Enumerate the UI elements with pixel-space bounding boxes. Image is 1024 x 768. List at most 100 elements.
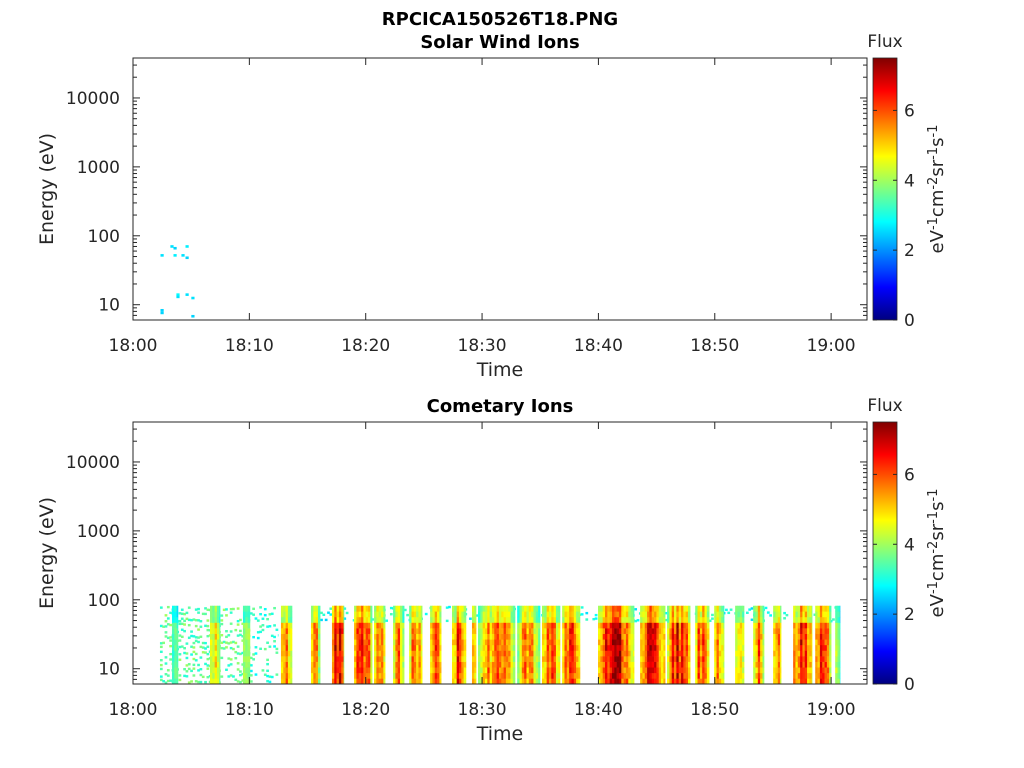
spectrogram-cell [737, 650, 741, 657]
spectrogram-cell [491, 656, 495, 662]
spectrogram-cell [454, 644, 457, 651]
spectrogram-cell [487, 628, 490, 634]
spectrogram-cell [702, 650, 705, 657]
spectrogram-cell [432, 605, 436, 612]
x-tick-label: 18:30 [458, 336, 507, 356]
spectrogram-cell [822, 678, 825, 684]
spectrogram-cell [219, 672, 221, 679]
spectrogram-cell [773, 661, 776, 668]
spectrogram-cell [411, 639, 415, 646]
spectrogram-cell [800, 667, 803, 674]
spectrogram-cell [739, 616, 743, 623]
spectrogram-cell [201, 612, 205, 616]
spectrogram-cell [503, 628, 507, 634]
spectrogram-cell [503, 639, 507, 646]
spectrogram-cell [510, 611, 514, 618]
spectrogram-cell [775, 605, 779, 612]
spectrogram-cell [644, 639, 648, 646]
spectrogram-cell [395, 628, 399, 634]
spectrogram-cell [220, 634, 224, 637]
spectrogram-cell [716, 633, 720, 640]
spectrogram-cell [835, 611, 838, 618]
spectrogram-cell [634, 608, 638, 611]
spectrogram-cell [630, 605, 634, 612]
spectrogram-cell [496, 628, 500, 634]
spectrogram-cell [702, 656, 705, 662]
spectrogram-cell [835, 644, 838, 651]
spectrogram-cell [716, 644, 720, 651]
spectrogram-cell [600, 667, 603, 674]
spectrogram-cell [252, 635, 255, 639]
spectrogram-cell [780, 639, 782, 646]
spectrogram-cell [802, 656, 806, 662]
spectrogram-cell [381, 678, 384, 684]
spectrogram-cell [699, 639, 703, 646]
spectrogram-cell [220, 656, 224, 660]
spectrogram-cell [413, 605, 417, 612]
spectrogram-cell [795, 633, 799, 640]
spectrogram-cell [437, 622, 440, 629]
spectrogram-cell [829, 650, 832, 657]
spectrogram-cell [169, 652, 172, 656]
spectrogram-cell [341, 644, 344, 651]
spectrogram-cell [229, 611, 233, 614]
spectrogram-cell [628, 616, 631, 623]
spectrogram-cell [474, 639, 477, 646]
spectrogram-cell [311, 656, 314, 662]
spectrogram-cell [826, 633, 830, 640]
spectrogram-cell [338, 611, 342, 618]
spectrogram-cell [762, 672, 765, 679]
spectrogram-cell [800, 644, 803, 651]
spectrogram-cell [354, 661, 357, 668]
spectrogram-cell [602, 616, 606, 623]
spectrogram-cell [313, 678, 316, 684]
spectrogram-cell [311, 633, 314, 640]
spectrogram-cell [503, 633, 507, 640]
spectrogram-cell [214, 672, 218, 679]
spectrogram-cell [487, 605, 490, 612]
spectrogram-cell [270, 612, 274, 616]
spectrogram-cell [644, 661, 648, 668]
spectrogram-cell [187, 663, 191, 666]
spectrogram-cell [533, 628, 537, 634]
spectrogram-cell [164, 620, 168, 623]
spectrogram-cell [742, 622, 745, 629]
spectrogram-cell [214, 644, 218, 651]
spectrogram-cell [656, 661, 660, 668]
spectrogram-cell [616, 656, 620, 662]
spectrogram-cell [766, 611, 770, 614]
spectrogram-cell [678, 611, 682, 618]
spectrogram-cell [508, 605, 511, 612]
spectrogram-cell [489, 656, 493, 662]
spectrogram-cell [760, 628, 763, 634]
spectrogram-cell [456, 611, 460, 618]
spectrogram-cell [354, 622, 357, 629]
spectrogram-cell [605, 622, 608, 629]
spectrogram-cell [760, 611, 763, 618]
spectrogram-cell [311, 628, 314, 634]
spectrogram-cell [611, 633, 615, 640]
spectrogram-cell [178, 622, 182, 626]
spectrogram-cell [354, 644, 357, 651]
spectrogram-cell [363, 661, 367, 668]
spectrogram-cell [454, 605, 457, 612]
spectrogram-cell [802, 678, 806, 684]
spectrogram-cell [266, 625, 269, 628]
spectrogram-cell [280, 616, 284, 623]
spectrogram-cell [630, 650, 634, 657]
spectrogram-cell [249, 669, 253, 673]
spectrogram [160, 245, 195, 318]
spectrogram-cell [199, 673, 203, 677]
spectrogram-cell [178, 658, 182, 661]
spectrogram-cell [611, 672, 615, 679]
spectrogram-cell [338, 678, 342, 684]
spectrogram-cell [368, 650, 371, 657]
spectrogram-cell [578, 672, 581, 679]
spectrogram-cell [313, 644, 316, 651]
panel-cometary-ions: Cometary Ions 18:00 18:10 18:20 18:30 18:40 1… [36, 396, 948, 745]
spectrogram-cell [482, 650, 486, 657]
spectrogram-cell [718, 672, 722, 679]
spectrogram-cell [180, 617, 184, 620]
spectrogram-cell [338, 622, 342, 629]
spectrogram-cell [206, 652, 210, 656]
